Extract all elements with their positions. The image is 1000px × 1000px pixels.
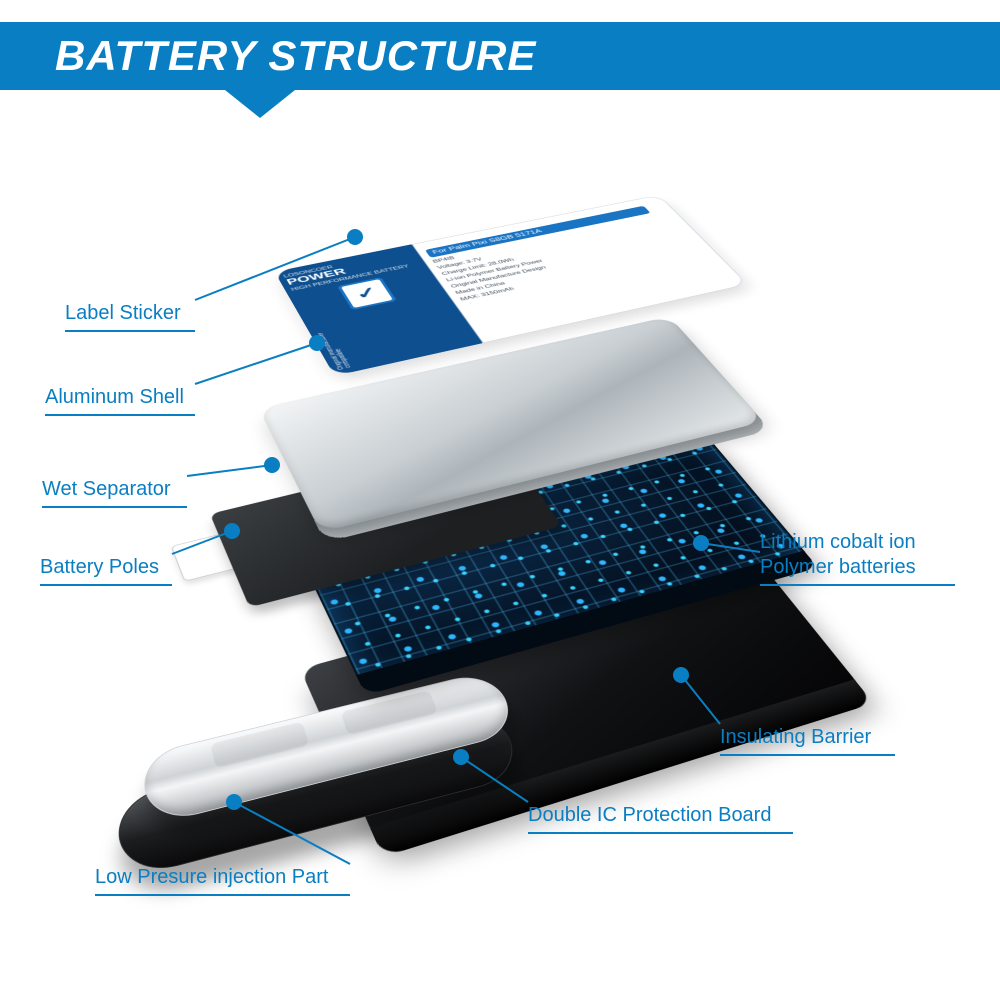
dot-low-pressure — [226, 794, 242, 810]
sticker-compat: Original manufacturer compatible — [310, 295, 473, 370]
dot-ic — [453, 749, 469, 765]
callout-battery-poles: Battery Poles — [40, 530, 172, 611]
callout-low-pressure: Low Presure injection Part — [95, 840, 350, 921]
callout-insulating: Insulating Barrier — [720, 700, 895, 781]
dot-label-sticker — [347, 229, 363, 245]
callout-lithium: Lithium cobalt ion Polymer batteries — [760, 505, 955, 611]
dot-aluminum — [309, 335, 325, 351]
dot-insulating — [673, 667, 689, 683]
callout-label-sticker: Label Sticker — [65, 276, 195, 357]
callout-wet-separator: Wet Separator — [42, 452, 187, 533]
callout-aluminum-shell: Aluminum Shell — [45, 360, 195, 441]
callout-ic-board: Double IC Protection Board — [528, 778, 793, 859]
sticker-badge-icon: ✓ — [337, 277, 397, 310]
dot-lithium — [693, 535, 709, 551]
dot-poles — [224, 523, 240, 539]
dot-wet-sep — [264, 457, 280, 473]
